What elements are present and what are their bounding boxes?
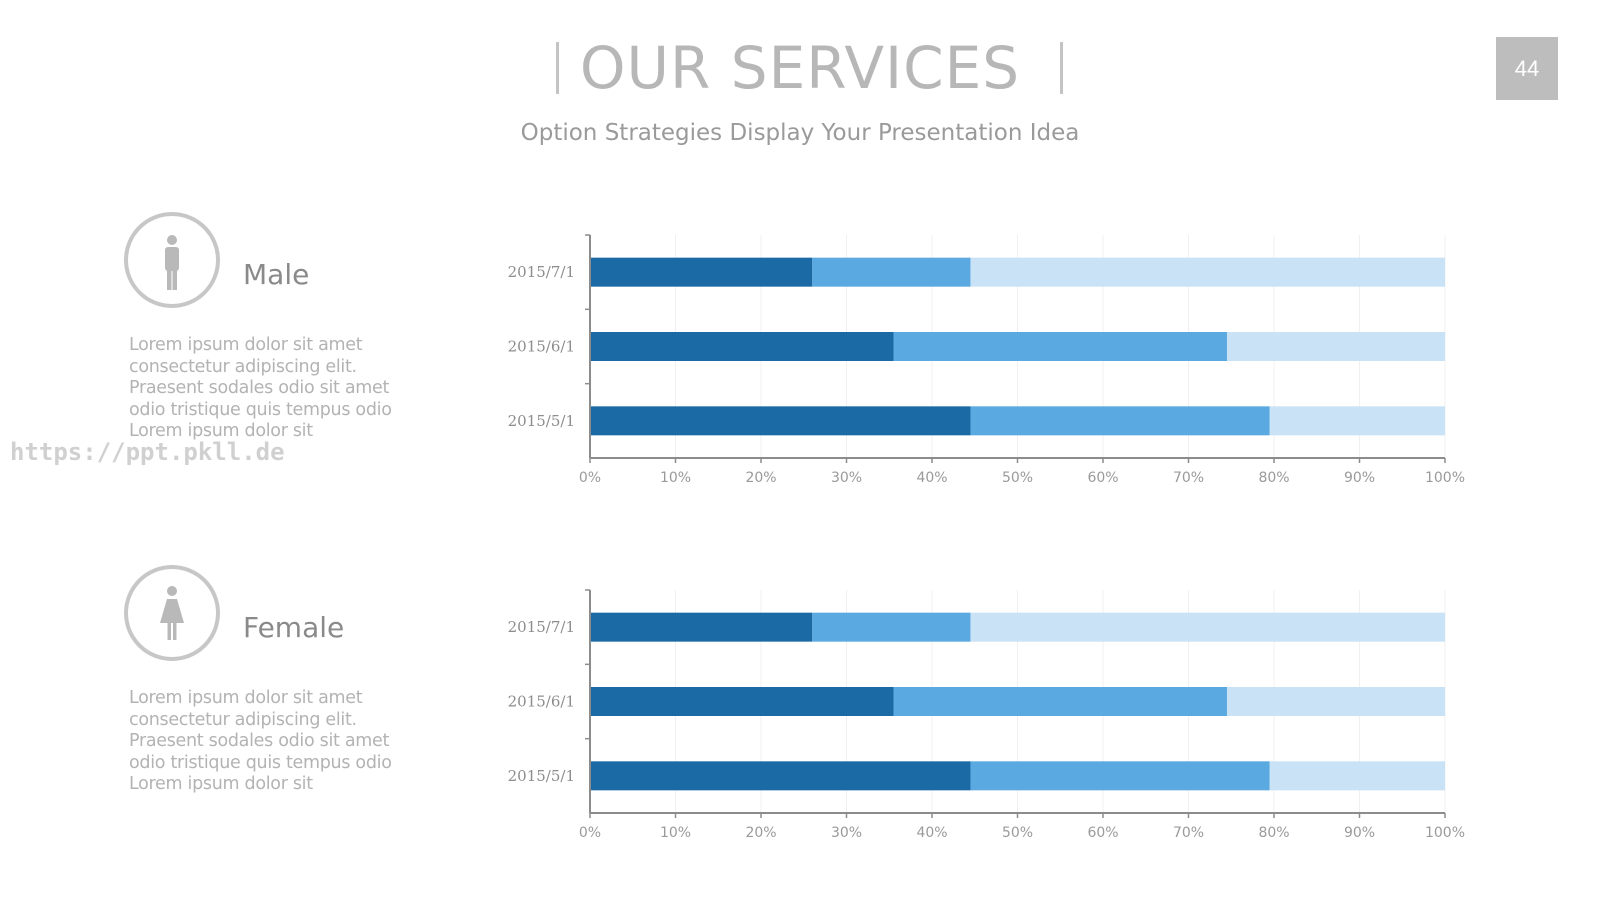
title-divider-left: [556, 42, 559, 94]
female-bar-segment: [590, 687, 894, 716]
male-x-tick-label: 20%: [745, 470, 776, 486]
female-x-tick-label: 70%: [1173, 825, 1204, 841]
male-bar-segment: [970, 406, 1270, 436]
male-category-label: 2015/7/1: [508, 263, 575, 281]
female-bar-segment: [590, 761, 971, 791]
female-description-line: consectetur adipiscing elit.: [129, 709, 357, 730]
male-bar-segment: [590, 332, 894, 361]
male-chart-svg: 2015/7/1 2015/6/1 2015/5/1 0% 10% 20% 30% 40% 50…: [508, 234, 1465, 486]
female-label: Female: [243, 611, 345, 644]
male-x-tick-label: 70%: [1173, 470, 1204, 486]
male-x-tick-label: 10%: [660, 470, 691, 486]
male-description: Lorem ipsum dolor sit amet consectetur a…: [129, 335, 419, 443]
female-x-tick-label: 30%: [831, 825, 862, 841]
female-x-tick-label: 60%: [1087, 825, 1118, 841]
page-subtitle: Option Strategies Display Your Presentat…: [520, 120, 1080, 146]
female-icon: [124, 565, 220, 661]
male-description-line: odio tristique quis tempus odio: [129, 399, 392, 420]
female-x-tick-label: 90%: [1344, 825, 1375, 841]
female-description-line: Praesent sodales odio sit amet: [129, 731, 390, 751]
male-description-line: consectetur adipiscing elit.: [129, 356, 357, 377]
page-number-badge: 44: [1496, 37, 1558, 100]
female-x-tick-label: 80%: [1258, 825, 1289, 841]
male-bar-segment: [812, 257, 971, 287]
female-bar-segment: [1226, 687, 1445, 716]
female-bar-segment: [1269, 761, 1445, 791]
female-description: Lorem ipsum dolor sit amet consectetur a…: [129, 688, 419, 796]
male-description-line: Praesent sodales odio sit amet: [129, 378, 390, 398]
male-x-tick-label: 90%: [1344, 470, 1375, 486]
female-description-line: Lorem ipsum dolor sit amet: [129, 688, 363, 708]
male-label: Male: [243, 258, 310, 291]
male-description-line: Lorem ipsum dolor sit amet: [129, 335, 363, 355]
male-x-tick-label: 40%: [916, 470, 947, 486]
page-title: OUR SERVICES: [579, 34, 1021, 102]
slide-header: OUR SERVICES: [0, 24, 1600, 114]
male-bar-segment: [970, 257, 1445, 287]
female-description-line: odio tristique quis tempus odio: [129, 752, 392, 773]
female-x-tick-label: 0%: [579, 825, 601, 841]
male-description-line: Lorem ipsum dolor sit: [129, 421, 313, 441]
female-stacked-bar-chart: 2015/7/1 2015/6/1 2015/5/1 0% 10% 20% 30% 40% 50…: [480, 580, 1480, 860]
title-divider-right: [1060, 42, 1063, 94]
female-chart-svg: 2015/7/1 2015/6/1 2015/5/1 0% 10% 20% 30% 40% 50…: [508, 589, 1465, 841]
female-x-tick-label: 10%: [660, 825, 691, 841]
female-bar-segment: [893, 687, 1227, 716]
watermark-url: https://ppt.pkll.de: [10, 438, 285, 466]
female-category-label: 2015/5/1: [508, 767, 575, 785]
male-stacked-bar-chart: 2015/7/1 2015/6/1 2015/5/1 0% 10% 20% 30% 40% 50…: [480, 225, 1480, 505]
female-bar-segment: [970, 761, 1270, 791]
male-x-tick-label: 0%: [579, 470, 601, 486]
male-bar-segment: [1226, 332, 1445, 361]
female-description-line: Lorem ipsum dolor sit: [129, 774, 313, 794]
female-x-tick-label: 50%: [1002, 825, 1033, 841]
female-x-tick-label: 40%: [916, 825, 947, 841]
male-bar-segment: [1269, 406, 1445, 436]
female-bar-segment: [590, 612, 813, 642]
male-x-tick-label: 100%: [1425, 470, 1465, 486]
female-bar-segment: [812, 612, 971, 642]
male-bar-segment: [590, 406, 971, 436]
male-x-tick-label: 60%: [1087, 470, 1118, 486]
male-x-tick-label: 50%: [1002, 470, 1033, 486]
female-x-tick-label: 20%: [745, 825, 776, 841]
male-icon: [124, 212, 220, 308]
male-x-tick-label: 80%: [1258, 470, 1289, 486]
male-category-label: 2015/5/1: [508, 412, 575, 430]
male-x-tick-label: 30%: [831, 470, 862, 486]
male-category-label: 2015/6/1: [508, 338, 575, 356]
male-bar-segment: [893, 332, 1227, 361]
male-bar-segment: [590, 257, 813, 287]
female-category-label: 2015/6/1: [508, 693, 575, 711]
female-x-tick-label: 100%: [1425, 825, 1465, 841]
female-category-label: 2015/7/1: [508, 618, 575, 636]
female-bar-segment: [970, 612, 1445, 642]
